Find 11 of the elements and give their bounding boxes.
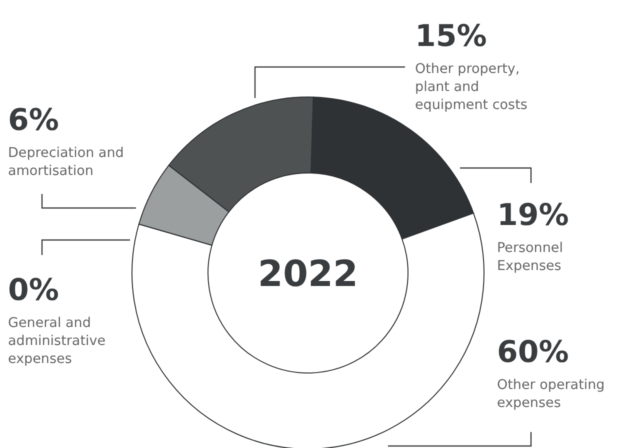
data-label: 6%: [8, 103, 59, 138]
data-label: 60%: [497, 335, 569, 370]
slice-label: Personnel Expenses: [497, 240, 563, 274]
slice-label: Other operating expenses: [497, 377, 605, 411]
text: 2022: [258, 254, 358, 295]
slice-label: Depreciation and amortisation: [8, 145, 124, 179]
category-label: General and administrative expenses: [8, 315, 106, 367]
slice-label: Other property, plant and equipment costs: [415, 61, 528, 113]
text: 0%: [8, 273, 59, 308]
data-label: 15%: [415, 19, 487, 54]
data-label: 19%: [497, 198, 569, 233]
